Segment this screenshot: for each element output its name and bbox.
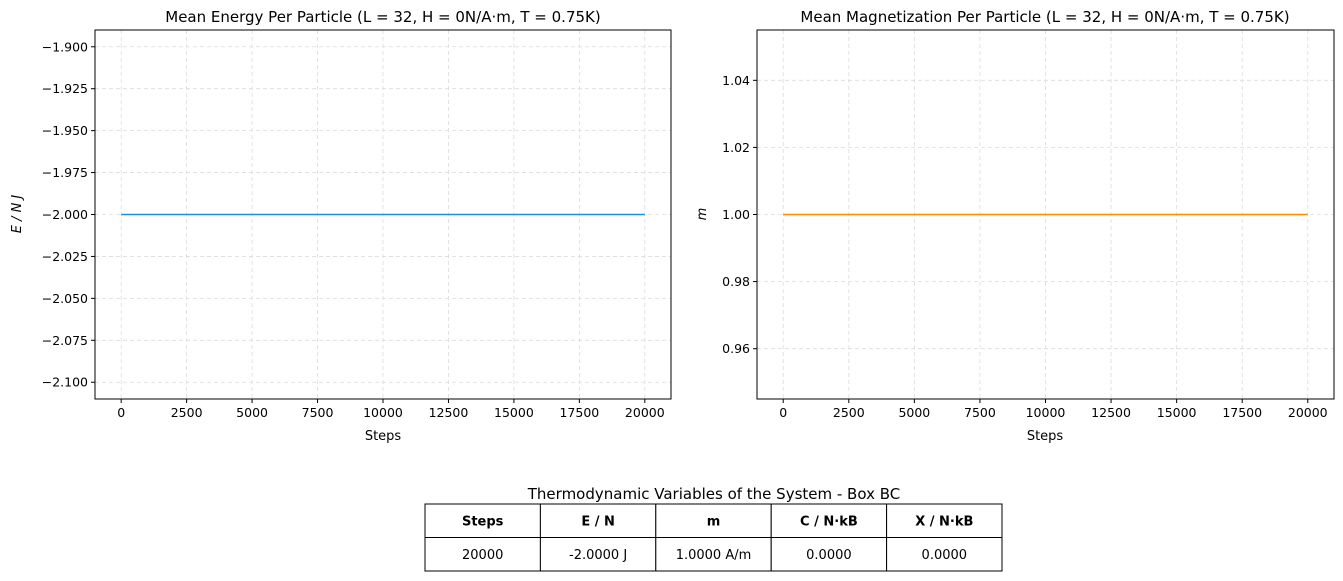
energy-y-tick-label: −2.000 [42, 207, 88, 222]
magnetization-y-ticks: 0.96 0.98 1.00 1.02 1.04 [722, 73, 757, 356]
energy-x-tick-label: 20000 [625, 405, 665, 420]
magnetization-y-axis-label: m [695, 208, 710, 221]
energy-y-tick-label: −1.975 [42, 165, 88, 180]
table-header-text: X / N·kB [915, 514, 973, 529]
table-cell [886, 537, 1003, 572]
table-cell-text: 1.0000 A/m [676, 548, 752, 563]
energy-x-tick-label: 2500 [171, 405, 203, 420]
magnetization-x-tick-label: 7500 [964, 405, 996, 420]
table-header-cell [655, 503, 772, 538]
magnetization-chart-title: Mean Magnetization Per Particle (L = 32,… [800, 8, 1289, 26]
table-cell [770, 537, 888, 572]
energy-y-tick-label: −2.025 [42, 249, 88, 264]
magnetization-y-tick-label: 1.00 [722, 207, 750, 222]
energy-x-tick-label: 15000 [494, 405, 534, 420]
magnetization-y-tick-label: 0.98 [722, 274, 750, 289]
energy-y-tick-label: −2.100 [42, 375, 88, 390]
magnetization-y-tick-label: 1.04 [722, 73, 750, 88]
table-title: Thermodynamic Variables of the System - … [527, 485, 900, 503]
table-header-cell [886, 503, 1003, 538]
table-header-text: C / N·kB [800, 514, 858, 529]
magnetization-x-tick-label: 0 [779, 405, 787, 420]
magnetization-x-tick-label: 2500 [833, 405, 865, 420]
energy-x-tick-label: 5000 [236, 405, 268, 420]
energy-y-tick-label: −1.925 [42, 81, 88, 96]
table-cell-text: -2.0000 J [569, 548, 627, 563]
magnetization-y-tick-label: 1.02 [722, 140, 750, 155]
table-cell-text: 0.0000 [922, 548, 968, 563]
energy-x-tick-label: 0 [117, 405, 125, 420]
table-header-cell [424, 503, 541, 538]
energy-y-axis-label: E / N J [10, 195, 25, 234]
table-cell [539, 537, 657, 572]
magnetization-x-tick-label: 17500 [1222, 405, 1262, 420]
magnetization-x-tick-label: 15000 [1157, 405, 1197, 420]
table-header-cell [539, 503, 657, 538]
magnetization-x-axis-label: Steps [1027, 429, 1064, 444]
magnetization-chart: Mean Magnetization Per Particle (L = 32,… [695, 8, 1335, 444]
energy-x-ticks: 0 2500 5000 7500 10000 12500 15000 17500 20000 [117, 399, 665, 420]
energy-y-tick-label: −2.075 [42, 333, 88, 348]
table-cell-text: 0.0000 [806, 548, 852, 563]
energy-x-axis-label: Steps [365, 429, 402, 444]
magnetization-x-tick-label: 20000 [1288, 405, 1328, 420]
table-header-text: E / N [581, 514, 615, 529]
thermo-table: Thermodynamic Variables of the System - … [424, 485, 1003, 572]
table-header-text: m [707, 514, 721, 529]
energy-chart-title: Mean Energy Per Particle (L = 32, H = 0N… [165, 8, 600, 26]
table-cells: Steps E / N m C / N·kB X / N·kB 20000 -2.0000 … [424, 503, 1003, 572]
table-cell-text: 20000 [462, 548, 503, 563]
magnetization-x-tick-label: 10000 [1026, 405, 1066, 420]
energy-y-ticks: −1.900 −1.925 −1.950 −1.975 −2.000 −2.025 −2.0… [42, 39, 95, 390]
energy-x-tick-label: 7500 [302, 405, 334, 420]
magnetization-y-tick-label: 0.96 [722, 341, 750, 356]
energy-y-tick-label: −1.950 [42, 123, 88, 138]
energy-y-tick-label: −1.900 [42, 39, 88, 54]
energy-x-tick-label: 17500 [559, 405, 599, 420]
magnetization-x-ticks: 0 2500 5000 7500 10000 12500 15000 17500 20000 [779, 399, 1328, 420]
energy-x-tick-label: 12500 [429, 405, 469, 420]
magnetization-x-tick-label: 12500 [1091, 405, 1131, 420]
magnetization-x-tick-label: 5000 [898, 405, 930, 420]
table-header-cell [770, 503, 888, 538]
table-cell [424, 537, 541, 572]
energy-y-tick-label: −2.050 [42, 291, 88, 306]
energy-x-tick-label: 10000 [363, 405, 403, 420]
energy-chart: Mean Energy Per Particle (L = 32, H = 0N… [10, 8, 672, 444]
table-header-text: Steps [462, 514, 504, 529]
